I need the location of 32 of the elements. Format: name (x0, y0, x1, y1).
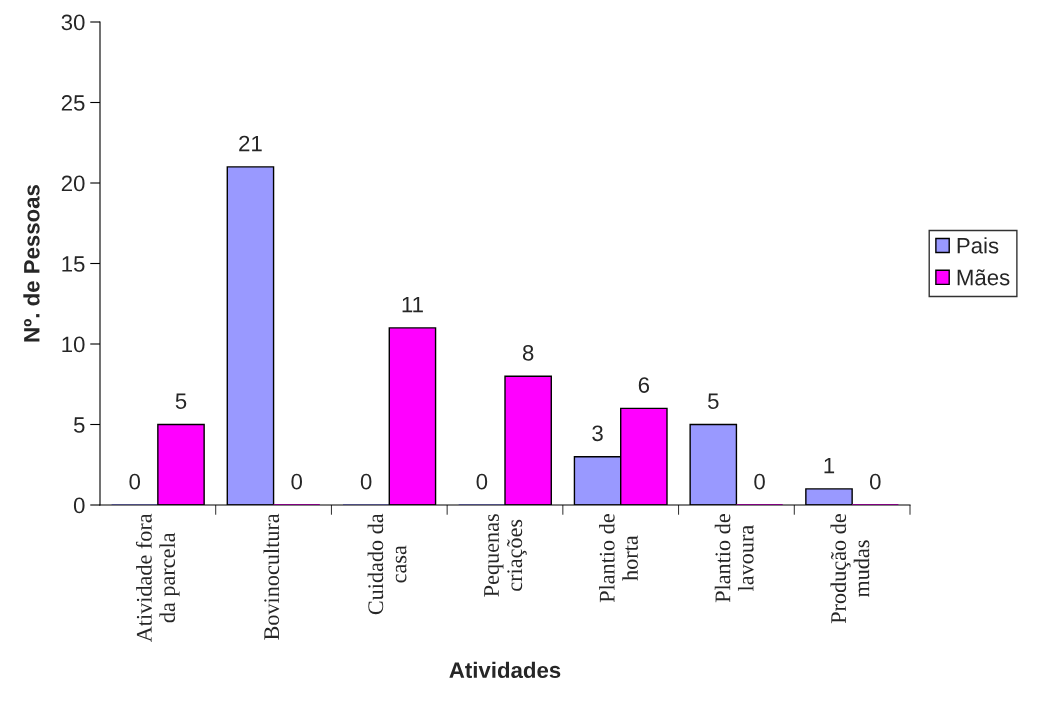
data-label: 8 (522, 344, 534, 361)
x-tick-label: Atividade fora da parcela (135, 513, 180, 643)
data-label: 6 (638, 377, 650, 393)
data-label: 3 (592, 425, 603, 442)
x-tick-label: Cuidado da casa (367, 513, 407, 615)
data-label: 0 (869, 473, 881, 490)
y-tick-label: 30 (61, 14, 85, 31)
data-label: 1 (824, 457, 835, 474)
y-tick-label: 0 (73, 497, 85, 514)
x-tick-label: Plantio de horta (599, 514, 638, 603)
data-label: 11 (402, 296, 423, 313)
y-tick-label: 20 (61, 175, 85, 192)
x-tick-label: Produção de mudas (830, 514, 870, 624)
data-label: 0 (129, 473, 141, 490)
x-tick-label: Plantio de lavoura (714, 514, 754, 603)
data-label: 5 (708, 393, 719, 409)
legend-label: Pais (957, 237, 999, 254)
data-label: 0 (360, 473, 372, 490)
x-tick-label: Pequenas criações (484, 514, 527, 597)
y-tick-label: 10 (62, 336, 85, 353)
y-tick-label: 5 (73, 417, 85, 433)
y-tick-label: 15 (62, 256, 85, 272)
data-label: 0 (754, 473, 765, 490)
data-label: 21 (239, 135, 262, 152)
data-label: 0 (476, 473, 488, 490)
y-tick-label: 25 (61, 95, 85, 111)
x-tick-label: Bovinocultura (263, 513, 280, 640)
y-axis-title: Nº. de Pessoas (23, 185, 40, 342)
legend-label: Mães (957, 269, 1010, 286)
x-axis-title: Atividades (449, 661, 561, 679)
data-label: 0 (291, 473, 303, 490)
data-label: 5 (175, 393, 187, 409)
